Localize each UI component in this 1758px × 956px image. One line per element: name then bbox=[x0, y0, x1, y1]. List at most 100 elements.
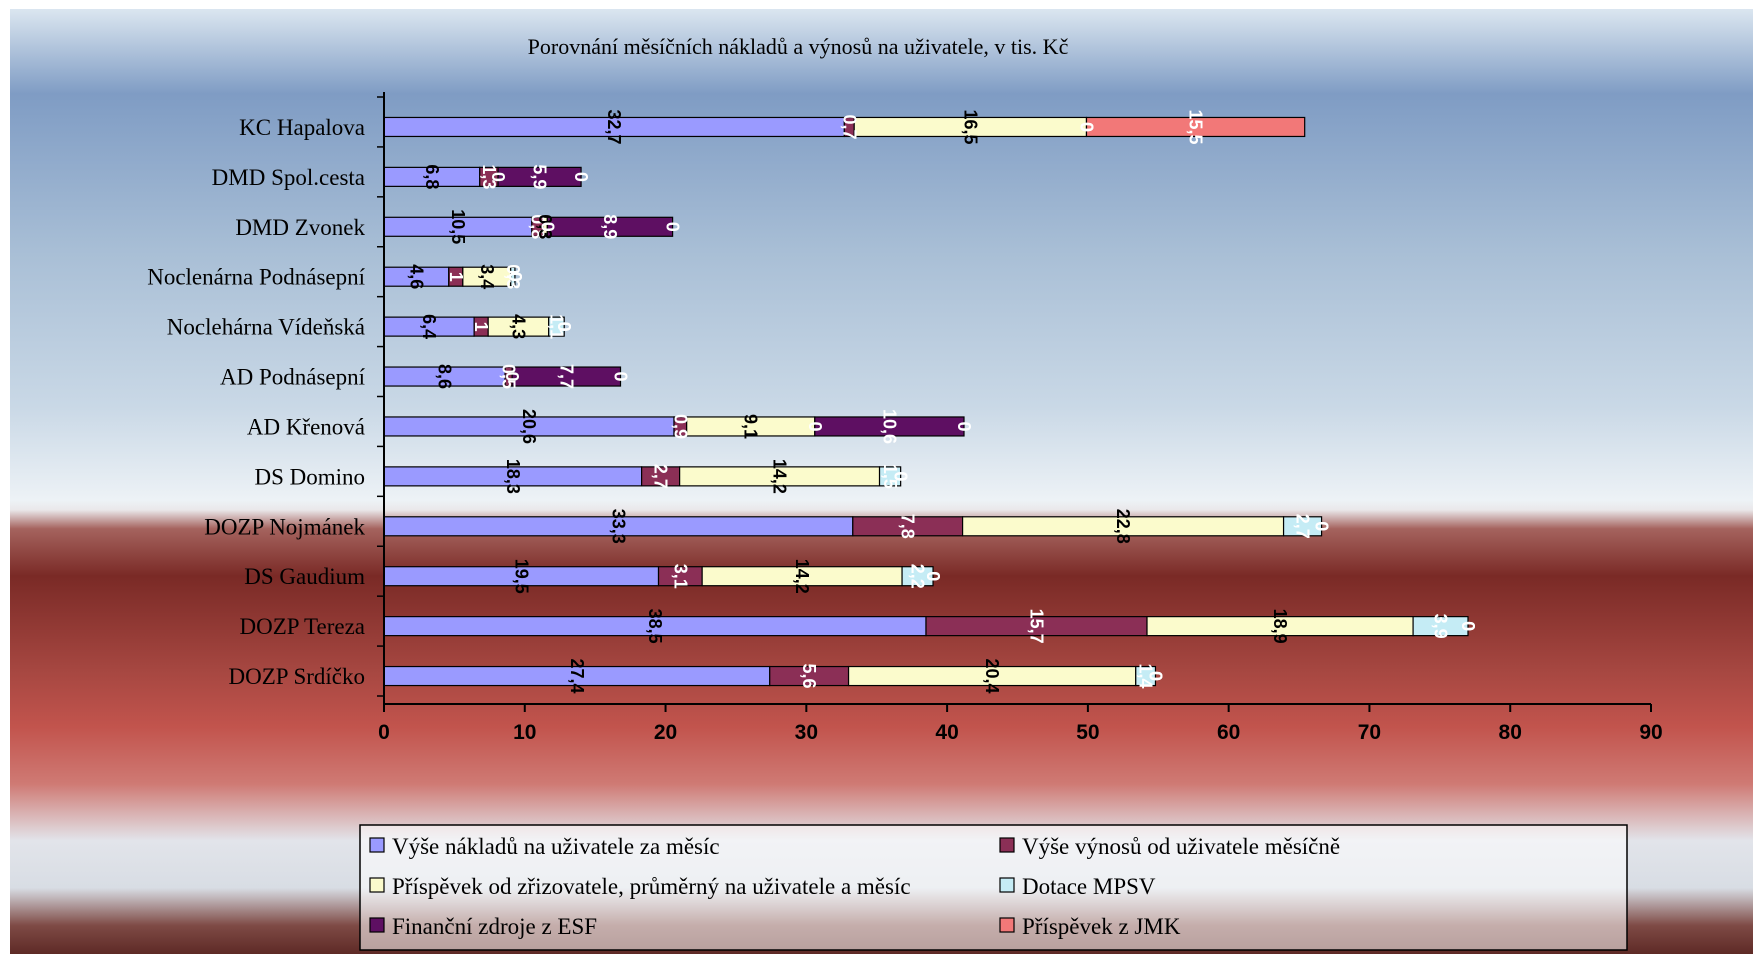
x-tick-label-0: 0 bbox=[378, 721, 390, 744]
data-label-vyse-vynosu-od-uzivatele-mesicne-dmd-zvonek: 0,8 bbox=[527, 214, 547, 239]
data-label-vyse-vynosu-od-uzivatele-mesicne-dmd-spol-cesta: 1,3 bbox=[479, 164, 499, 189]
data-label-vyse-nakladu-na-uzivatele-za-mesic-noclenarna-podnasepni: 4,6 bbox=[406, 264, 426, 289]
data-label-prispevek-z-jmk-ds-domino: 0 bbox=[891, 471, 911, 481]
data-label-vyse-vynosu-od-uzivatele-mesicne-noclenarna-podnasepni: 1 bbox=[446, 272, 466, 282]
bar-dotace-mpsv-nocleharna-videnska bbox=[548, 316, 565, 337]
x-tick-label-30: 30 bbox=[795, 721, 818, 744]
data-label-financni-zdroje-z-esf-dozp-srdicko: 0 bbox=[1145, 671, 1165, 681]
category-label-noclenarna-podnasepni: Noclenárna Podnásepní bbox=[147, 265, 365, 290]
category-label-dmd-zvonek: DMD Zvonek bbox=[235, 215, 365, 240]
category-label-ds-domino: DS Domino bbox=[254, 464, 365, 489]
data-label-dotace-mpsv-dozp-tereza: 3,9 bbox=[1431, 614, 1451, 639]
data-label-dotace-mpsv-ds-domino: 1,5 bbox=[880, 464, 900, 489]
bar-dotace-mpsv-dozp-tereza bbox=[1412, 616, 1469, 637]
legend-swatch-vyse-vynosu-od-uzivatele-mesicne bbox=[999, 837, 1015, 853]
x-tick-label-50: 50 bbox=[1076, 721, 1099, 744]
data-label-prispevek-od-zrizovatele-prumerny-na-uzivatele-a-mesic-dmd-spol-cesta: 0 bbox=[488, 172, 508, 182]
data-label-dotace-mpsv-dozp-srdicko: 1,4 bbox=[1136, 664, 1156, 689]
x-tick-label-60: 60 bbox=[1217, 721, 1240, 744]
data-label-dotace-mpsv-noclenarna-podnasepni: 0,3 bbox=[503, 264, 523, 289]
data-label-prispevek-z-jmk-dmd-zvonek: 0 bbox=[663, 222, 683, 232]
category-label-ds-gaudium: DS Gaudium bbox=[244, 564, 365, 589]
legend-swatch-dotace-mpsv bbox=[999, 877, 1015, 893]
data-label-vyse-nakladu-na-uzivatele-za-mesic-dozp-tereza: 38,5 bbox=[645, 609, 665, 644]
category-label-kc-hapalova: KC Hapalova bbox=[239, 115, 365, 140]
data-label-vyse-vynosu-od-uzivatele-mesicne-dozp-srdicko: 5,6 bbox=[799, 664, 819, 689]
data-label-prispevek-od-zrizovatele-prumerny-na-uzivatele-a-mesic-dmd-zvonek: 0,3 bbox=[535, 214, 555, 239]
x-tick-label-80: 80 bbox=[1499, 721, 1522, 744]
data-label-financni-zdroje-z-esf-dmd-spol-cesta: 5,9 bbox=[530, 164, 550, 189]
data-label-prispevek-z-jmk-ad-podnasepni: 0 bbox=[611, 372, 631, 382]
data-label-prispevek-od-zrizovatele-prumerny-na-uzivatele-a-mesic-dozp-nojmanek: 22,8 bbox=[1113, 509, 1133, 544]
legend-label-prispevek-od-zrizovatele-prumerny-na-uzivatele-a-mesic: Příspěvek od zřizovatele, průměrný na už… bbox=[392, 874, 911, 899]
bar-financni-zdroje-z-esf-ad-podnasepni bbox=[511, 366, 622, 387]
chart-area: Porovnání měsíčních nákladů a výnosů na … bbox=[10, 9, 1753, 954]
data-label-dotace-mpsv-dmd-zvonek: 0 bbox=[537, 222, 557, 232]
category-label-dozp-nojmanek: DOZP Nojmánek bbox=[204, 514, 365, 539]
legend-swatch-financni-zdroje-z-esf bbox=[369, 917, 385, 933]
category-label-dmd-spol-cesta: DMD Spol.cesta bbox=[212, 165, 365, 190]
bar-dotace-mpsv-noclenarna-podnasepni bbox=[510, 266, 516, 287]
data-label-financni-zdroje-z-esf-noclenarna-podnasepni: 0 bbox=[505, 272, 525, 282]
data-label-vyse-nakladu-na-uzivatele-za-mesic-ad-krenova: 20,6 bbox=[519, 409, 539, 444]
data-label-prispevek-z-jmk-ad-krenova: 0 bbox=[954, 421, 974, 431]
data-label-financni-zdroje-z-esf-dozp-tereza: 0 bbox=[1458, 621, 1478, 631]
category-label-nocleharna-videnska: Noclehárna Vídeňská bbox=[167, 315, 365, 340]
legend: Výše nákladů na uživatele za měsíc Výše v… bbox=[359, 824, 1628, 951]
legend-box bbox=[359, 824, 1628, 951]
data-label-prispevek-z-jmk-kc-hapalova: 15,5 bbox=[1186, 109, 1206, 144]
data-label-vyse-nakladu-na-uzivatele-za-mesic-dozp-srdicko: 27,4 bbox=[567, 659, 587, 694]
bars-layer bbox=[383, 116, 1469, 687]
data-label-dotace-mpsv-ad-krenova: 0 bbox=[805, 421, 825, 431]
category-label-ad-podnasepni: AD Podnásepní bbox=[220, 365, 366, 390]
data-label-financni-zdroje-z-esf-ad-krenova: 10,6 bbox=[879, 409, 899, 444]
data-label-prispevek-od-zrizovatele-prumerny-na-uzivatele-a-mesic-kc-hapalova: 16,5 bbox=[960, 109, 980, 144]
legend-label-vyse-nakladu-na-uzivatele-za-mesic: Výše nákladů na uživatele za měsíc bbox=[392, 834, 720, 859]
data-label-prispevek-od-zrizovatele-prumerny-na-uzivatele-a-mesic-noclenarna-podnasepni: 3,4 bbox=[477, 264, 497, 289]
chart-title: Porovnání měsíčních nákladů a výnosů na … bbox=[528, 34, 1069, 59]
x-tick-label-20: 20 bbox=[654, 721, 677, 744]
x-tick-label-70: 70 bbox=[1358, 721, 1381, 744]
bar-dotace-mpsv-dozp-nojmanek bbox=[1282, 516, 1323, 537]
data-label-vyse-nakladu-na-uzivatele-za-mesic-ad-podnasepni: 8,6 bbox=[435, 364, 455, 389]
data-label-vyse-nakladu-na-uzivatele-za-mesic-dmd-zvonek: 10,5 bbox=[448, 209, 468, 244]
data-label-prispevek-od-zrizovatele-prumerny-na-uzivatele-a-mesic-ds-gaudium: 14,2 bbox=[792, 559, 812, 594]
data-label-financni-zdroje-z-esf-nocleharna-videnska: 0 bbox=[554, 322, 574, 332]
data-labels: 32,7 0,7 16,5 00 15,56,8 1,300 5,9 010,5 0,80,30… bbox=[406, 109, 1478, 693]
bar-prispevek-z-jmk-kc-hapalova bbox=[1085, 116, 1306, 138]
x-tick-label-40: 40 bbox=[935, 721, 958, 744]
category-label-ad-krenova: AD Křenová bbox=[247, 414, 365, 439]
bar-dotace-mpsv-dozp-srdicko bbox=[1135, 665, 1157, 687]
data-label-prispevek-od-zrizovatele-prumerny-na-uzivatele-a-mesic-ds-domino: 14,2 bbox=[770, 459, 790, 494]
x-tick-label-10: 10 bbox=[513, 721, 536, 744]
legend-label-dotace-mpsv: Dotace MPSV bbox=[1022, 874, 1156, 899]
data-label-dotace-mpsv-nocleharna-videnska: 1,1 bbox=[546, 314, 566, 339]
category-labels: KC Hapalova DMD Spol.cesta DMD Zvonek Nocle… bbox=[147, 115, 365, 689]
category-label-dozp-srdicko: DOZP Srdíčko bbox=[228, 664, 365, 689]
data-label-vyse-nakladu-na-uzivatele-za-mesic-ds-gaudium: 19,5 bbox=[511, 559, 531, 594]
data-label-vyse-vynosu-od-uzivatele-mesicne-ds-domino: 2,7 bbox=[651, 464, 671, 489]
data-label-vyse-vynosu-od-uzivatele-mesicne-dozp-tereza: 15,7 bbox=[1027, 609, 1047, 644]
data-label-financni-zdroje-z-esf-dmd-zvonek: 8,9 bbox=[600, 214, 620, 239]
data-label-prispevek-od-zrizovatele-prumerny-na-uzivatele-a-mesic-ad-krenova: 9,1 bbox=[741, 414, 761, 439]
data-label-prispevek-z-jmk-dozp-srdicko: 0 bbox=[1145, 671, 1165, 681]
category-label-dozp-tereza: DOZP Tereza bbox=[240, 614, 365, 639]
data-label-dotace-mpsv-ds-gaudium: 2,2 bbox=[908, 564, 928, 589]
data-label-vyse-vynosu-od-uzivatele-mesicne-ds-gaudium: 3,1 bbox=[670, 564, 690, 589]
data-label-vyse-nakladu-na-uzivatele-za-mesic-dozp-nojmanek: 33,3 bbox=[608, 509, 628, 544]
legend-label-financni-zdroje-z-esf: Finanční zdroje z ESF bbox=[392, 914, 597, 939]
data-label-vyse-vynosu-od-uzivatele-mesicne-ad-krenova: 0,9 bbox=[670, 414, 690, 439]
data-label-financni-zdroje-z-esf-ad-podnasepni: 7,7 bbox=[556, 364, 576, 389]
bar-financni-zdroje-z-esf-dmd-zvonek bbox=[546, 216, 674, 237]
data-label-vyse-vynosu-od-uzivatele-mesicne-nocleharna-videnska: 1 bbox=[471, 322, 491, 332]
legend-label-prispevek-z-jmk: Příspěvek z JMK bbox=[1022, 914, 1181, 939]
data-label-vyse-vynosu-od-uzivatele-mesicne-kc-hapalova: 0,7 bbox=[839, 114, 859, 139]
data-label-dotace-mpsv-ad-podnasepni: 0 bbox=[502, 372, 522, 382]
data-label-prispevek-z-jmk-dozp-tereza: 0 bbox=[1458, 621, 1478, 631]
data-label-vyse-nakladu-na-uzivatele-za-mesic-dmd-spol-cesta: 6,8 bbox=[422, 164, 442, 189]
x-tick-label-90: 90 bbox=[1639, 721, 1662, 744]
legend-label-vyse-vynosu-od-uzivatele-mesicne: Výše výnosů od uživatele měsíčně bbox=[1022, 834, 1340, 859]
data-label-prispevek-od-zrizovatele-prumerny-na-uzivatele-a-mesic-nocleharna-videnska: 4,3 bbox=[508, 314, 528, 339]
data-label-prispevek-z-jmk-ds-gaudium: 0 bbox=[923, 571, 943, 581]
data-label-vyse-nakladu-na-uzivatele-za-mesic-ds-domino: 18,3 bbox=[503, 459, 523, 494]
